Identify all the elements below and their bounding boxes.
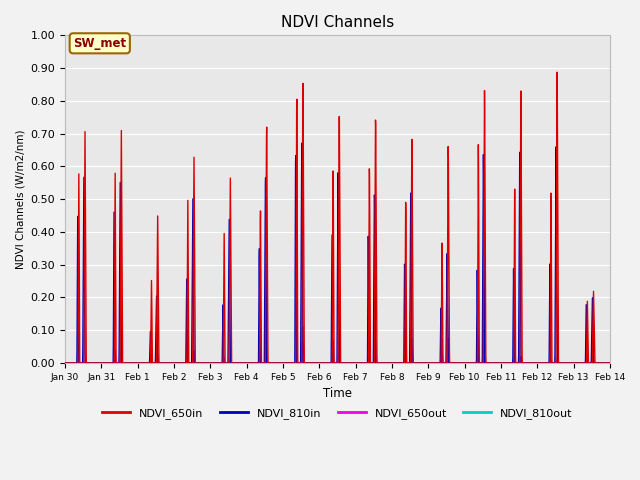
Title: NDVI Channels: NDVI Channels [281,15,394,30]
Y-axis label: NDVI Channels (W/m2/nm): NDVI Channels (W/m2/nm) [15,130,25,269]
X-axis label: Time: Time [323,387,352,400]
Legend: NDVI_650in, NDVI_810in, NDVI_650out, NDVI_810out: NDVI_650in, NDVI_810in, NDVI_650out, NDV… [98,403,577,423]
Text: SW_met: SW_met [73,37,126,50]
